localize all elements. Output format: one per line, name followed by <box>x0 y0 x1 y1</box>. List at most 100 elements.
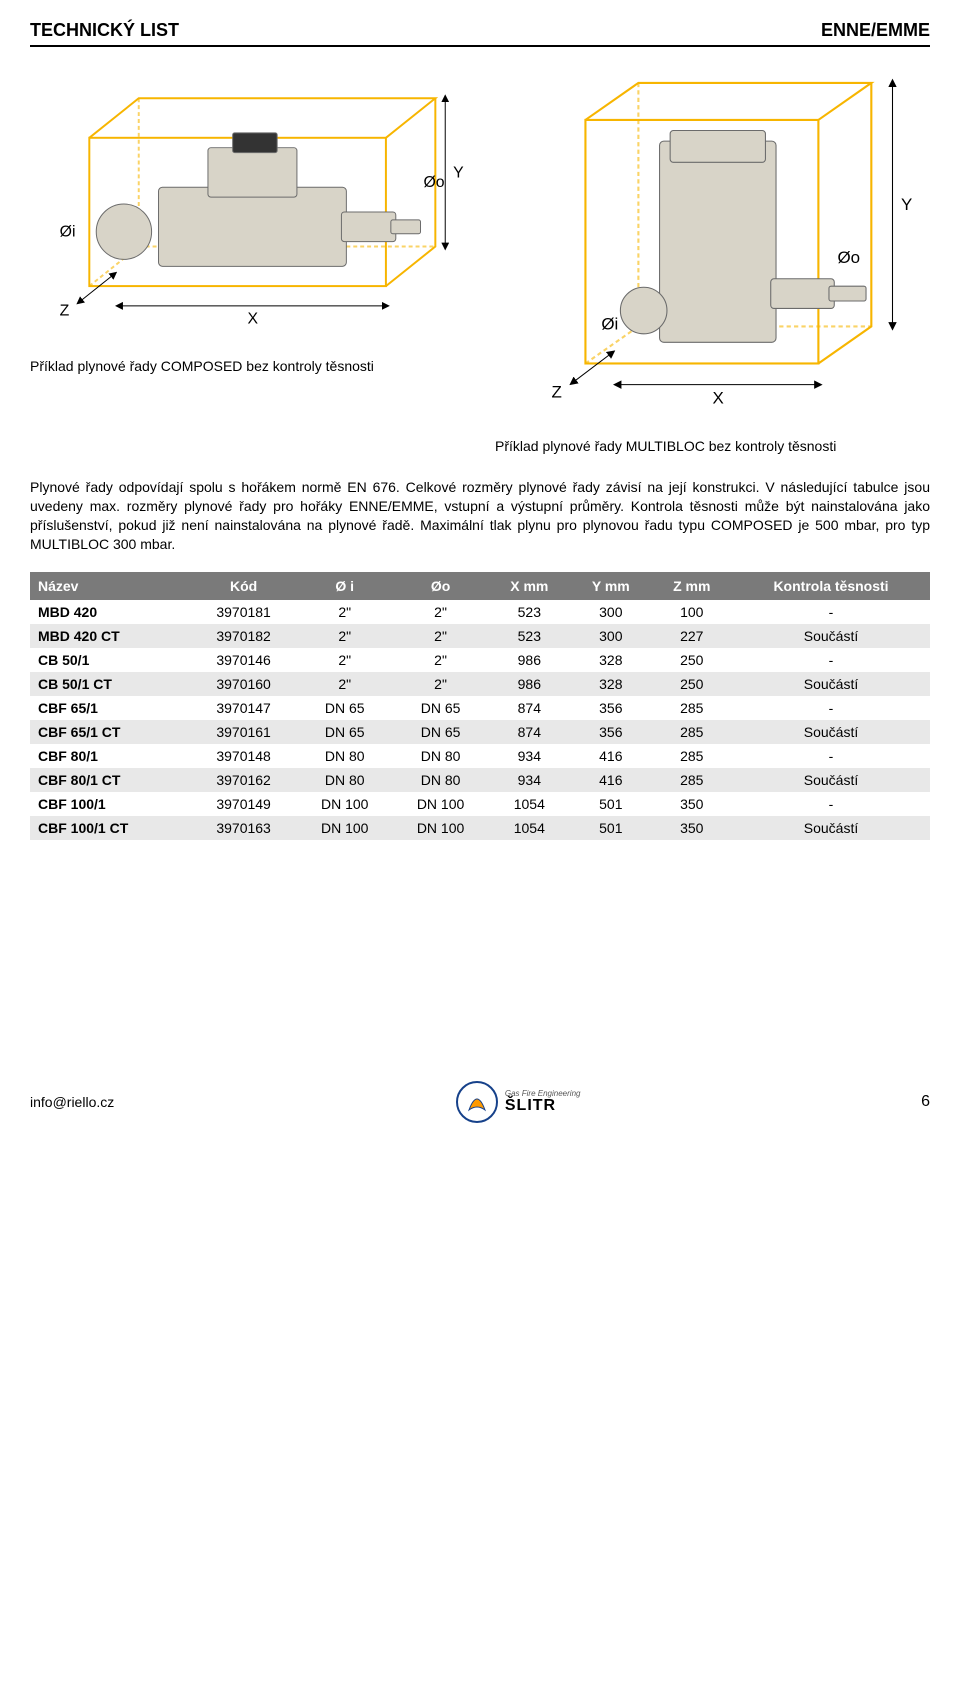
table-row: CBF 80/1 CT3970162DN 80DN 80934416285Sou… <box>30 768 930 792</box>
table-cell: 934 <box>488 768 570 792</box>
table-cell: Součástí <box>732 624 930 648</box>
label-x: X <box>248 311 259 328</box>
table-cell: 501 <box>570 792 651 816</box>
footer-email: info@riello.cz <box>30 1094 114 1110</box>
table-cell: 986 <box>488 672 570 696</box>
table-cell: DN 80 <box>393 768 489 792</box>
table-cell: 2" <box>393 672 489 696</box>
table-cell: 2" <box>393 624 489 648</box>
page-header: TECHNICKÝ LIST ENNE/EMME <box>30 20 930 47</box>
logo-brand: ŠLITR <box>505 1098 581 1114</box>
table-cell: 356 <box>570 696 651 720</box>
table-cell: DN 100 <box>297 816 393 840</box>
table-cell: 2" <box>393 648 489 672</box>
table-cell: 3970160 <box>190 672 296 696</box>
table-cell: 3970161 <box>190 720 296 744</box>
table-row: MBD 420 CT39701822"2"523300227Součástí <box>30 624 930 648</box>
table-cell: DN 100 <box>297 792 393 816</box>
table-row: CBF 80/13970148DN 80DN 80934416285- <box>30 744 930 768</box>
table-cell: 523 <box>488 624 570 648</box>
table-row: CBF 65/1 CT3970161DN 65DN 65874356285Sou… <box>30 720 930 744</box>
table-cell: 2" <box>297 648 393 672</box>
label-z: Z <box>60 303 70 320</box>
footer-logo: Gas Fire Engineering ŠLITR <box>455 1080 581 1124</box>
table-cell: 1054 <box>488 792 570 816</box>
table-cell: 3970181 <box>190 600 296 624</box>
col-y: Y mm <box>570 572 651 600</box>
table-cell: MBD 420 <box>30 600 190 624</box>
table-row: CB 50/1 CT39701602"2"986328250Součástí <box>30 672 930 696</box>
label-x-r: X <box>713 389 724 408</box>
table-cell: 328 <box>570 648 651 672</box>
table-cell: DN 65 <box>297 696 393 720</box>
col-x: X mm <box>488 572 570 600</box>
table-cell: DN 65 <box>297 720 393 744</box>
table-cell: Součástí <box>732 816 930 840</box>
table-cell: 2" <box>393 600 489 624</box>
table-cell: CBF 100/1 CT <box>30 816 190 840</box>
table-cell: 501 <box>570 816 651 840</box>
table-cell: - <box>732 744 930 768</box>
table-cell: - <box>732 600 930 624</box>
table-cell: CBF 65/1 <box>30 696 190 720</box>
table-cell: Součástí <box>732 672 930 696</box>
table-cell: Součástí <box>732 720 930 744</box>
diagram-composed-svg: Øi Øo Y X Z <box>30 67 465 347</box>
table-cell: DN 65 <box>393 720 489 744</box>
table-cell: CBF 100/1 <box>30 792 190 816</box>
caption-multibloc: Příklad plynové řady MULTIBLOC bez kontr… <box>495 438 930 454</box>
table-cell: Součástí <box>732 768 930 792</box>
table-cell: 285 <box>651 720 732 744</box>
table-cell: DN 80 <box>297 744 393 768</box>
col-code: Kód <box>190 572 296 600</box>
table-cell: 328 <box>570 672 651 696</box>
table-cell: 3970162 <box>190 768 296 792</box>
page-footer: info@riello.cz Gas Fire Engineering ŠLIT… <box>30 1080 930 1124</box>
table-cell: 874 <box>488 720 570 744</box>
table-cell: 1054 <box>488 816 570 840</box>
table-cell: 285 <box>651 744 732 768</box>
header-right: ENNE/EMME <box>821 20 930 41</box>
body-paragraph: Plynové řady odpovídají spolu s hořákem … <box>30 478 930 554</box>
table-cell: CBF 80/1 CT <box>30 768 190 792</box>
label-z-r: Z <box>552 382 562 401</box>
spec-table: Název Kód Ø i Øo X mm Y mm Z mm Kontrola… <box>30 572 930 840</box>
table-cell: 300 <box>570 600 651 624</box>
table-cell: 285 <box>651 768 732 792</box>
label-oi: Øi <box>60 224 76 241</box>
table-cell: 3970149 <box>190 792 296 816</box>
table-cell: CBF 80/1 <box>30 744 190 768</box>
table-cell: 523 <box>488 600 570 624</box>
table-cell: 300 <box>570 624 651 648</box>
col-oo: Øo <box>393 572 489 600</box>
table-cell: 934 <box>488 744 570 768</box>
table-cell: 416 <box>570 768 651 792</box>
table-cell: 416 <box>570 744 651 768</box>
table-cell: - <box>732 648 930 672</box>
table-cell: CB 50/1 CT <box>30 672 190 696</box>
label-y-r: Y <box>901 195 912 214</box>
page-number: 6 <box>921 1093 930 1111</box>
caption-composed: Příklad plynové řady COMPOSED bez kontro… <box>30 358 465 374</box>
table-cell: 986 <box>488 648 570 672</box>
table-cell: 250 <box>651 648 732 672</box>
label-oi-r: Øi <box>601 315 618 334</box>
diagram-composed: Øi Øo Y X Z Příklad plynové řady COMPOSE… <box>30 67 465 468</box>
table-cell: DN 80 <box>393 744 489 768</box>
table-row: CB 50/139701462"2"986328250- <box>30 648 930 672</box>
col-name: Název <box>30 572 190 600</box>
col-oi: Ø i <box>297 572 393 600</box>
table-cell: 2" <box>297 624 393 648</box>
diagram-multibloc-svg: Øi Øo Y X Z <box>495 67 930 427</box>
table-cell: 2" <box>297 600 393 624</box>
table-cell: CBF 65/1 CT <box>30 720 190 744</box>
label-oo: Øo <box>423 174 444 191</box>
table-cell: 350 <box>651 816 732 840</box>
table-cell: 3970163 <box>190 816 296 840</box>
table-cell: 227 <box>651 624 732 648</box>
diagram-multibloc: Øi Øo Y X Z Příklad plynové řady MULTIBL… <box>495 67 930 468</box>
header-left: TECHNICKÝ LIST <box>30 20 179 41</box>
table-row: MBD 42039701812"2"523300100- <box>30 600 930 624</box>
table-cell: DN 100 <box>393 816 489 840</box>
table-cell: 350 <box>651 792 732 816</box>
